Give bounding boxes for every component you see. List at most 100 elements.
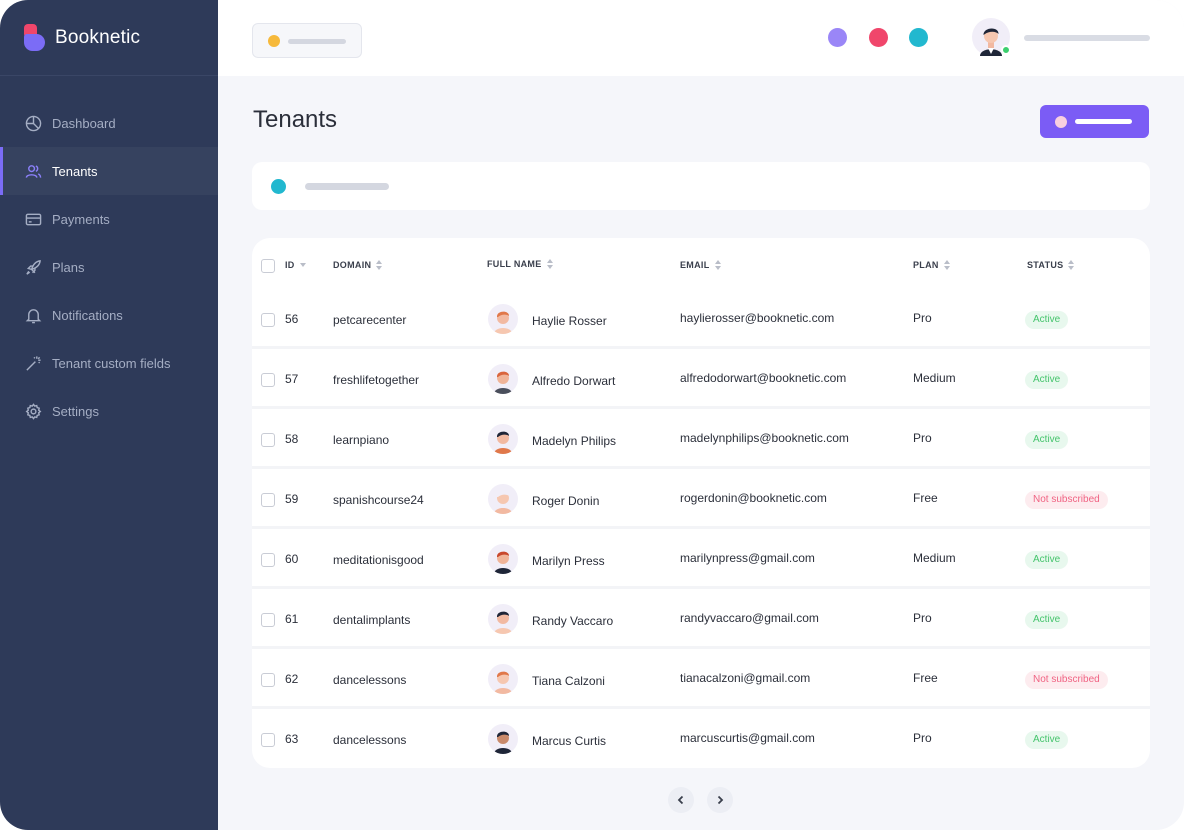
- tenant-plan: Free: [913, 671, 938, 685]
- tenant-plan: Pro: [913, 611, 932, 625]
- select-all-checkbox[interactable]: [261, 259, 275, 273]
- tenant-email: marilynpress@gmail.com: [680, 551, 815, 565]
- sidebar-item-label: Payments: [52, 211, 110, 227]
- tenant-id: 56: [285, 312, 299, 326]
- table-row[interactable]: 56 petcarecenter Haylie Rosser haylierosser…: [252, 291, 1150, 349]
- status-badge: Active: [1025, 731, 1069, 749]
- header-teal-dot-icon[interactable]: [909, 28, 928, 47]
- tenant-full-name: Roger Donin: [532, 494, 600, 508]
- tenant-id: 61: [285, 612, 299, 626]
- tenant-plan: Pro: [913, 311, 932, 325]
- sidebar-item-tenants[interactable]: Tenants: [0, 147, 218, 195]
- table-row[interactable]: 57 freshlifetogether Alfredo Dorwart alfred…: [252, 351, 1150, 409]
- add-tenant-button[interactable]: [1040, 105, 1149, 138]
- column-header-status[interactable]: STATUS: [1027, 260, 1075, 270]
- tenant-domain: petcarecenter: [333, 313, 407, 327]
- next-page-button[interactable]: [707, 787, 733, 813]
- sort-desc-icon: [299, 263, 306, 267]
- person-avatar-icon: [494, 611, 512, 634]
- tenant-id: 58: [285, 432, 299, 446]
- avatar: [488, 604, 518, 634]
- tenant-domain: dancelessons: [333, 733, 407, 747]
- header-selector[interactable]: [252, 23, 362, 58]
- tenant-plan: Pro: [913, 731, 932, 745]
- row-checkbox[interactable]: [261, 553, 275, 567]
- chevron-left-icon: [677, 795, 684, 805]
- header-purple-dot-icon[interactable]: [828, 28, 847, 47]
- person-avatar-icon: [494, 371, 512, 394]
- dashboard-icon: [25, 115, 42, 131]
- person-avatar-icon: [494, 551, 512, 574]
- table-row[interactable]: 62 dancelessons Tiana Calzoni tianacalzoni@…: [252, 651, 1150, 709]
- table-row[interactable]: 61 dentalimplants Randy Vaccaro randyvaccar…: [252, 591, 1150, 649]
- avatar: [488, 484, 518, 514]
- row-checkbox[interactable]: [261, 673, 275, 687]
- tenant-email: haylierosser@booknetic.com: [680, 311, 835, 325]
- tenant-plan: Pro: [913, 431, 932, 445]
- avatar: [488, 664, 518, 694]
- sidebar-item-dashboard[interactable]: Dashboard: [0, 99, 218, 147]
- sort-icon: [1068, 260, 1075, 270]
- row-checkbox[interactable]: [261, 733, 275, 747]
- person-avatar-icon: [494, 731, 512, 754]
- credit-card-icon: [25, 213, 42, 225]
- user-avatar[interactable]: [972, 18, 1011, 56]
- status-badge: Not subscribed: [1025, 671, 1108, 689]
- tenant-domain: spanishcourse24: [333, 493, 424, 507]
- tenant-full-name: Madelyn Philips: [532, 434, 617, 448]
- person-avatar-icon: [494, 491, 512, 514]
- tenant-id: 63: [285, 732, 299, 746]
- tenant-id: 59: [285, 492, 299, 506]
- search-indicator-icon: [271, 179, 286, 194]
- row-checkbox[interactable]: [261, 433, 275, 447]
- sidebar: Booknetic Dashboard Tenants Payments Pla…: [0, 0, 218, 830]
- column-header-email[interactable]: EMAIL: [680, 260, 721, 270]
- status-badge: Active: [1025, 551, 1069, 569]
- brand[interactable]: Booknetic: [0, 0, 218, 76]
- search-filter-bar[interactable]: [252, 162, 1150, 210]
- row-checkbox[interactable]: [261, 313, 275, 327]
- column-header-plan[interactable]: PLAN: [913, 260, 950, 270]
- sidebar-item-tenant-custom-fields[interactable]: Tenant custom fields: [0, 339, 218, 387]
- row-checkbox[interactable]: [261, 613, 275, 627]
- row-checkbox[interactable]: [261, 373, 275, 387]
- avatar: [488, 544, 518, 574]
- sidebar-item-label: Plans: [52, 259, 85, 275]
- brand-name: Booknetic: [55, 26, 141, 48]
- page-title: Tenants: [253, 106, 338, 133]
- column-header-domain[interactable]: DOMAIN: [333, 260, 383, 270]
- search-placeholder-bar: [305, 183, 389, 190]
- sidebar-item-label: Tenants: [52, 163, 98, 179]
- sidebar-item-settings[interactable]: Settings: [0, 387, 218, 435]
- tenant-email: alfredodorwart@booknetic.com: [680, 371, 847, 385]
- table-row[interactable]: 63 dancelessons Marcus Curtis marcuscurtis@…: [252, 711, 1150, 768]
- tenant-plan: Free: [913, 491, 938, 505]
- rocket-icon: [26, 259, 41, 275]
- tenant-domain: freshlifetogether: [333, 373, 420, 387]
- tenant-full-name: Marcus Curtis: [532, 734, 607, 748]
- tenant-full-name: Tiana Calzoni: [532, 674, 605, 688]
- previous-page-button[interactable]: [668, 787, 694, 813]
- tenant-full-name: Alfredo Dorwart: [532, 374, 616, 388]
- sidebar-item-payments[interactable]: Payments: [0, 195, 218, 243]
- tenant-email: tianacalzoni@gmail.com: [680, 671, 811, 685]
- user-avatar-icon: [972, 18, 1010, 56]
- tenant-domain: dancelessons: [333, 673, 407, 687]
- sidebar-item-notifications[interactable]: Notifications: [0, 291, 218, 339]
- column-header-full-name[interactable]: FULL NAME: [487, 259, 553, 269]
- sidebar-item-plans[interactable]: Plans: [0, 243, 218, 291]
- bell-icon: [25, 308, 42, 323]
- tenant-plan: Medium: [913, 371, 956, 385]
- sort-icon: [714, 260, 721, 270]
- person-avatar-icon: [494, 311, 512, 334]
- table-row[interactable]: 60 meditationisgood Marilyn Press marilynpr…: [252, 531, 1150, 589]
- sort-icon: [546, 259, 553, 269]
- table-row[interactable]: 58 learnpiano Madelyn Philips madelynphilip…: [252, 411, 1150, 469]
- tenant-plan: Medium: [913, 551, 956, 565]
- top-header: [218, 0, 1184, 76]
- header-pink-dot-icon[interactable]: [869, 28, 888, 47]
- column-header-id[interactable]: ID: [285, 260, 306, 270]
- table-row[interactable]: 59 spanishcourse24 Roger Donin rogerdonin@b…: [252, 471, 1150, 529]
- row-checkbox[interactable]: [261, 493, 275, 507]
